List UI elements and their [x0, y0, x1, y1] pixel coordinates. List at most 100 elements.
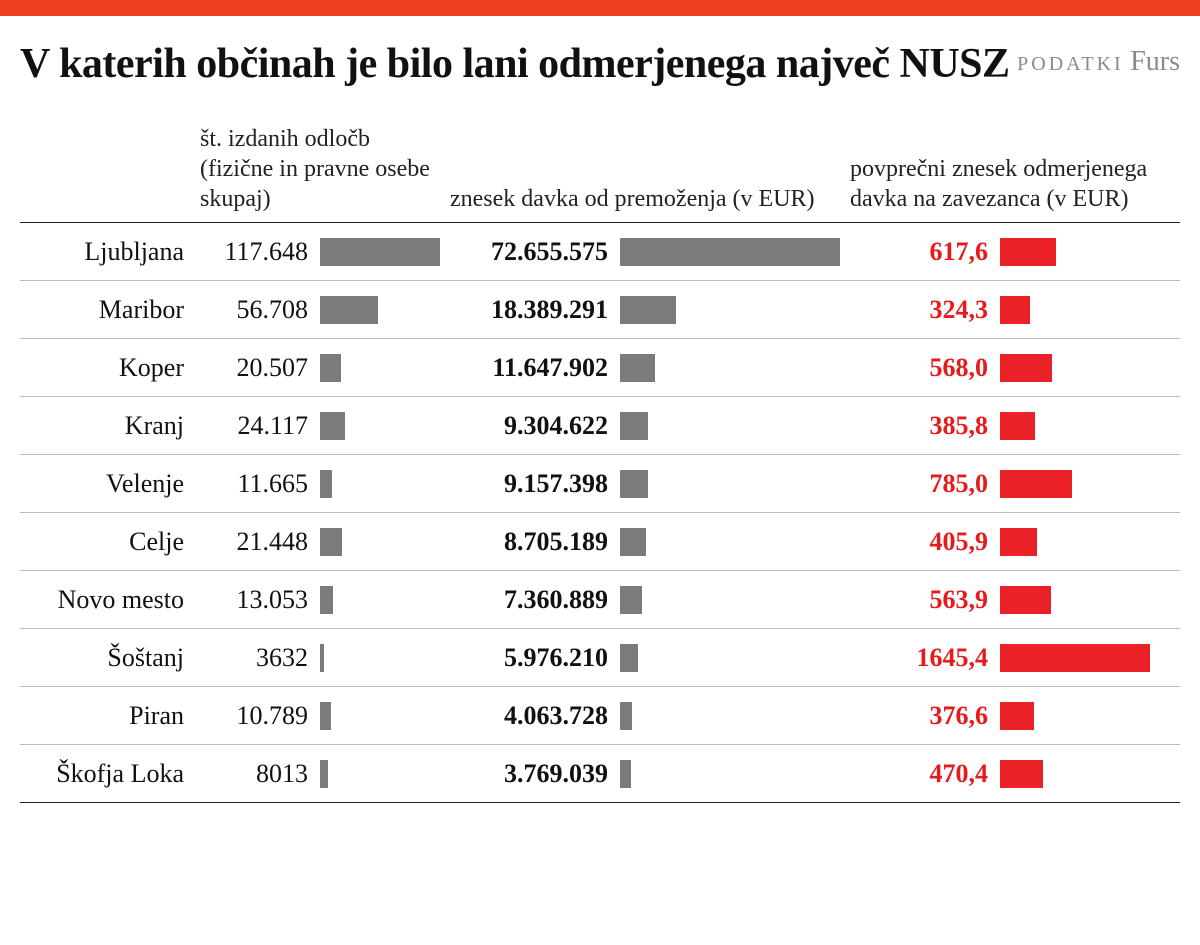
- avg-bar-cell: [1000, 223, 1150, 280]
- decisions-value: 3632: [200, 643, 310, 673]
- tax-bar-cell: [620, 455, 840, 512]
- tax-bar: [620, 238, 840, 266]
- decisions-bar-cell: [320, 339, 440, 396]
- decisions-value: 21.448: [200, 527, 310, 557]
- table-row: Velenje 11.665 9.157.398 785,0: [20, 455, 1180, 513]
- decisions-bar-cell: [320, 455, 440, 512]
- avg-bar: [1000, 528, 1037, 556]
- tax-value: 5.976.210: [450, 643, 610, 673]
- avg-value: 785,0: [850, 469, 990, 499]
- avg-value: 324,3: [850, 295, 990, 325]
- tax-value: 7.360.889: [450, 585, 610, 615]
- data-source: PODATKI Furs: [1017, 40, 1180, 78]
- decisions-bar-cell: [320, 223, 440, 280]
- tax-bar: [620, 412, 648, 440]
- top-accent-bar: [0, 0, 1200, 16]
- avg-bar-cell: [1000, 281, 1150, 338]
- decisions-bar-cell: [320, 513, 440, 570]
- avg-bar: [1000, 760, 1043, 788]
- tax-bar: [620, 354, 655, 382]
- avg-bar-cell: [1000, 745, 1150, 802]
- avg-bar: [1000, 238, 1056, 266]
- decisions-bar-cell: [320, 397, 440, 454]
- tax-bar-cell: [620, 513, 840, 570]
- tax-value: 3.769.039: [450, 759, 610, 789]
- decisions-bar-cell: [320, 745, 440, 802]
- tax-bar: [620, 644, 638, 672]
- decisions-bar: [320, 586, 333, 614]
- table-row: Šoštanj 3632 5.976.210 1645,4: [20, 629, 1180, 687]
- table-body: Ljubljana117.64872.655.575617,6Maribor56…: [20, 223, 1180, 803]
- city-name: Piran: [20, 701, 190, 731]
- table-row: Koper 20.507 11.647.902 568,0: [20, 339, 1180, 397]
- tax-value: 72.655.575: [450, 237, 610, 267]
- decisions-bar-cell: [320, 629, 440, 686]
- decisions-bar: [320, 412, 345, 440]
- table-row: Škofja Loka 8013 3.769.039 470,4: [20, 745, 1180, 803]
- tax-bar-cell: [620, 745, 840, 802]
- avg-bar: [1000, 702, 1034, 730]
- table-row: Maribor56.70818.389.291324,3: [20, 281, 1180, 339]
- decisions-value: 24.117: [200, 411, 310, 441]
- table-row: Celje21.4488.705.189405,9: [20, 513, 1180, 571]
- tax-value: 11.647.902: [450, 353, 610, 383]
- tax-bar-cell: [620, 223, 840, 280]
- decisions-bar-cell: [320, 687, 440, 744]
- avg-bar-cell: [1000, 687, 1150, 744]
- tax-bar-cell: [620, 571, 840, 628]
- avg-bar: [1000, 586, 1051, 614]
- tax-bar: [620, 296, 676, 324]
- tax-bar-cell: [620, 687, 840, 744]
- avg-bar-cell: [1000, 397, 1150, 454]
- decisions-bar: [320, 702, 331, 730]
- decisions-bar: [320, 296, 378, 324]
- decisions-bar: [320, 354, 341, 382]
- avg-value: 568,0: [850, 353, 990, 383]
- col-header-avg: povprečni znesek odmerjenega davka na za…: [850, 154, 1150, 214]
- tax-value: 9.157.398: [450, 469, 610, 499]
- tax-value: 9.304.622: [450, 411, 610, 441]
- city-name: Koper: [20, 353, 190, 383]
- table-row: Piran10.7894.063.728376,6: [20, 687, 1180, 745]
- tax-value: 18.389.291: [450, 295, 610, 325]
- avg-value: 385,8: [850, 411, 990, 441]
- avg-bar-cell: [1000, 571, 1150, 628]
- avg-bar-cell: [1000, 455, 1150, 512]
- decisions-value: 11.665: [200, 469, 310, 499]
- decisions-bar-cell: [320, 281, 440, 338]
- page-title: V katerih občinah je bilo lani odmerjene…: [20, 40, 1010, 88]
- city-name: Šoštanj: [20, 643, 190, 673]
- avg-value: 617,6: [850, 237, 990, 267]
- avg-value: 1645,4: [850, 643, 990, 673]
- tax-bar: [620, 586, 642, 614]
- city-name: Škofja Loka: [20, 759, 190, 789]
- decisions-bar: [320, 238, 440, 266]
- avg-bar: [1000, 354, 1052, 382]
- avg-bar: [1000, 296, 1030, 324]
- decisions-bar: [320, 470, 332, 498]
- data-table: št. izdanih odločb (fizične in pravne os…: [20, 124, 1180, 803]
- avg-value: 470,4: [850, 759, 990, 789]
- table-head: št. izdanih odločb (fizične in pravne os…: [20, 124, 1180, 223]
- header-row: V katerih občinah je bilo lani odmerjene…: [20, 40, 1180, 88]
- tax-bar-cell: [620, 281, 840, 338]
- tax-bar-cell: [620, 629, 840, 686]
- source-label: PODATKI: [1017, 53, 1124, 75]
- city-name: Maribor: [20, 295, 190, 325]
- table-row: Ljubljana117.64872.655.575617,6: [20, 223, 1180, 281]
- table-row: Kranj24.1179.304.622385,8: [20, 397, 1180, 455]
- decisions-bar-cell: [320, 571, 440, 628]
- decisions-value: 20.507: [200, 353, 310, 383]
- avg-bar-cell: [1000, 339, 1150, 396]
- tax-bar: [620, 528, 646, 556]
- avg-value: 376,6: [850, 701, 990, 731]
- tax-bar-cell: [620, 397, 840, 454]
- avg-value: 405,9: [850, 527, 990, 557]
- city-name: Velenje: [20, 469, 190, 499]
- decisions-value: 8013: [200, 759, 310, 789]
- avg-value: 563,9: [850, 585, 990, 615]
- content-wrapper: V katerih občinah je bilo lani odmerjene…: [0, 16, 1200, 833]
- tax-bar-cell: [620, 339, 840, 396]
- col-header-decisions: št. izdanih odločb (fizične in pravne os…: [200, 124, 440, 214]
- decisions-value: 117.648: [200, 237, 310, 267]
